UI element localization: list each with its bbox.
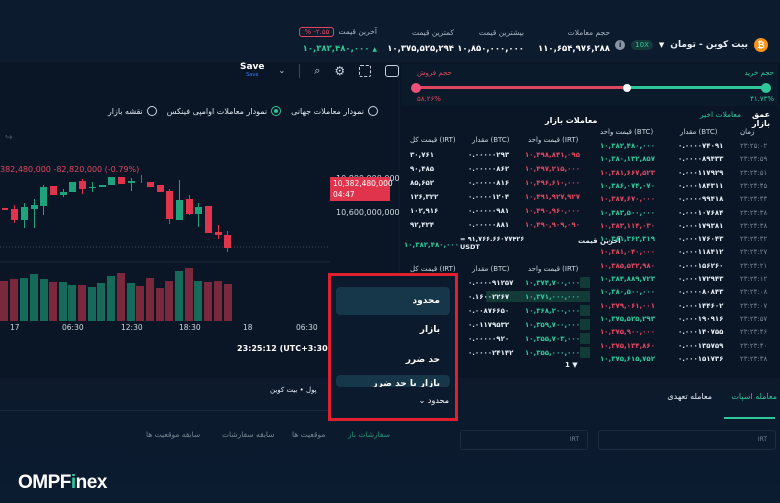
option-stop-loss[interactable]: حد ضرر — [405, 355, 440, 365]
option-limit[interactable]: محدود — [336, 287, 450, 315]
save-button[interactable]: Save Save — [240, 62, 265, 78]
gear-icon[interactable]: ⚙ — [334, 63, 346, 78]
pagination[interactable]: 1 ▼ — [565, 361, 578, 369]
tab-open-orders[interactable]: سفارشات باز — [348, 430, 390, 439]
tab-market-depth[interactable]: عمق بازار — [752, 110, 771, 128]
chevron-down-icon[interactable]: ⌄ — [278, 66, 286, 75]
info-icon[interactable]: i — [615, 40, 626, 50]
buy-sell-ratio: حجم خرید حجم فروش ۵۸.۲۶% ۴۱.۷۳% — [402, 64, 778, 106]
chart-clock: 23:25:12 (UTC+3:30) — [237, 344, 332, 353]
zoom-icon[interactable]: ⌕ — [314, 63, 321, 77]
ohlc-legend: 382,480,000 -82,820,000 (-0.79%) — [0, 165, 140, 174]
ompfinex-logo: OMPFinex — [18, 472, 107, 493]
current-price-tag: 10,382,480,000 04:47 — [330, 177, 393, 201]
stat-high: بیشترین قیمت ۱۰,۸۵۰,۰۰۰,۰۰۰ — [457, 28, 524, 54]
chevron-down-icon[interactable]: ▼ — [658, 41, 665, 49]
stat-low: کمترین قیمت ۱۰,۳۷۵,۵۲۵,۲۹۴ — [387, 28, 454, 54]
leverage-badge[interactable]: 10X — [631, 40, 653, 50]
y-tick: 10,600,000,000 — [336, 208, 400, 217]
tab-recent-trades[interactable]: معاملات اخیر — [700, 110, 741, 119]
tab-margin[interactable]: معامله تعهدی — [667, 392, 712, 401]
tab-order-history[interactable]: سابقه سفارشات — [222, 430, 275, 439]
tab-positions[interactable]: موقعیت ها — [292, 430, 326, 439]
tab-position-history[interactable]: سابقه موقعیت ها — [146, 430, 201, 439]
radio-market-map[interactable]: نقشه بازار — [108, 106, 157, 116]
pair-selector[interactable]: ₿ بیت کوین - تومان ▼ 10X i — [615, 38, 768, 52]
mid-last-price: ۱۰,۳۸۲,۴۸۰,۰۰۰ — [404, 241, 459, 249]
price-input[interactable]: IRT — [598, 430, 776, 450]
camera-icon[interactable] — [385, 64, 400, 77]
radio-ompfinex-chart[interactable]: نمودار معاملات اوامپی فینکس — [167, 106, 282, 116]
option-stop-market[interactable]: بازار با حد ضرر — [336, 375, 450, 387]
orderbook-panel — [400, 62, 780, 378]
chevron-down-icon: ⌄ — [418, 396, 426, 405]
stat-volume: حجم معاملات ۱۱۰,۶۵۴,۹۷۶,۲۸۸ — [538, 28, 610, 54]
order-type-dropdown: محدود بازار حد ضرر بازار با حد ضرر ⌄ محد… — [328, 273, 458, 421]
up-arrow-icon: ▲ — [372, 46, 377, 53]
radio-global-chart[interactable]: نمودار معاملات جهانی — [291, 106, 378, 116]
market-trades-title: معاملات بازار — [545, 116, 598, 125]
option-market[interactable]: بازار — [419, 325, 440, 335]
amount-input[interactable]: IRT — [460, 430, 588, 450]
fullscreen-icon[interactable] — [359, 64, 372, 77]
pair-name: بیت کوین - تومان — [670, 40, 748, 50]
chart-toolbar: Save Save ⌄ ⌕ ⚙ — [240, 62, 400, 78]
last-price: ۱۰,۳۸۲,۴۸۰,۰۰۰ — [302, 44, 370, 54]
candlestick-chart — [0, 175, 330, 321]
wallet-asset: پول • بیت کوین — [270, 386, 317, 394]
redo-icon[interactable]: ↪ — [5, 133, 13, 143]
bitcoin-icon: ₿ — [754, 38, 768, 52]
order-type-select[interactable]: ⌄ محدود — [418, 396, 449, 405]
market-header: ₿ بیت کوین - تومان ▼ 10X i حجم معاملات ۱… — [0, 0, 780, 62]
change-badge: % -۲.۵۵ — [299, 27, 335, 37]
tab-spot[interactable]: معامله اسپات — [731, 392, 777, 401]
stat-last-price: % -۲.۵۵ آخرین قیمت ۱۰,۳۸۲,۴۸۰,۰۰۰ ▲ — [299, 27, 377, 54]
